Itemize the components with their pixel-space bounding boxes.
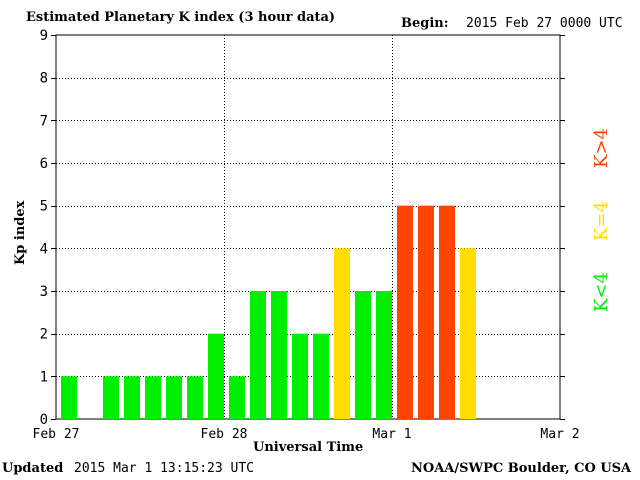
kp-bar <box>313 333 329 419</box>
begin-label: Begin: <box>401 16 449 31</box>
y-tick-label: 1 <box>40 369 48 385</box>
x-tick-label: Mar 2 <box>540 427 579 442</box>
y-tick-label: 5 <box>40 199 48 215</box>
kp-bar <box>460 248 476 419</box>
legend-equal: K=4 <box>591 201 612 241</box>
y-tick-label: 4 <box>40 241 48 257</box>
updated-label: Updated <box>2 461 64 476</box>
kp-bar <box>187 376 203 419</box>
y-tick-label: 6 <box>40 156 48 172</box>
y-tick-label: 8 <box>40 71 48 87</box>
x-tick-label: Mar 1 <box>372 427 411 442</box>
legend-low: K<4 <box>591 272 612 312</box>
kp-bar <box>250 291 266 419</box>
kp-bar <box>439 205 455 419</box>
kp-bar <box>292 333 308 419</box>
kp-bar <box>145 376 161 419</box>
kp-bar <box>103 376 119 419</box>
kp-bar <box>124 376 140 419</box>
y-tick-label: 0 <box>40 412 48 428</box>
y-tick-label: 9 <box>40 28 48 44</box>
begin-value: 2015 Feb 27 0000 UTC <box>466 16 623 31</box>
updated-value: 2015 Mar 1 13:15:23 UTC <box>74 461 255 476</box>
source-credit: NOAA/SWPC Boulder, CO USA <box>411 461 632 476</box>
kp-bar <box>271 291 287 419</box>
x-tick-label: Feb 28 <box>201 427 248 442</box>
y-tick-label: 7 <box>40 113 48 129</box>
y-tick-label: 2 <box>40 327 48 343</box>
y-tick-label: 3 <box>40 284 48 300</box>
kp-bar <box>355 291 371 419</box>
legend-high: K>4 <box>591 128 612 168</box>
x-axis-label: Universal Time <box>253 440 364 455</box>
kp-bar <box>418 205 434 419</box>
x-tick-label: Feb 27 <box>33 427 80 442</box>
kp-bar <box>61 376 77 419</box>
y-axis-label: Kp index <box>13 200 28 265</box>
kp-bar <box>166 376 182 419</box>
kp-bar <box>397 205 413 419</box>
kp-bar <box>208 333 224 419</box>
kp-bar <box>334 248 350 419</box>
kp-bar <box>376 291 392 419</box>
kp-bar <box>229 376 245 419</box>
chart-title: Estimated Planetary K index (3 hour data… <box>26 10 336 25</box>
